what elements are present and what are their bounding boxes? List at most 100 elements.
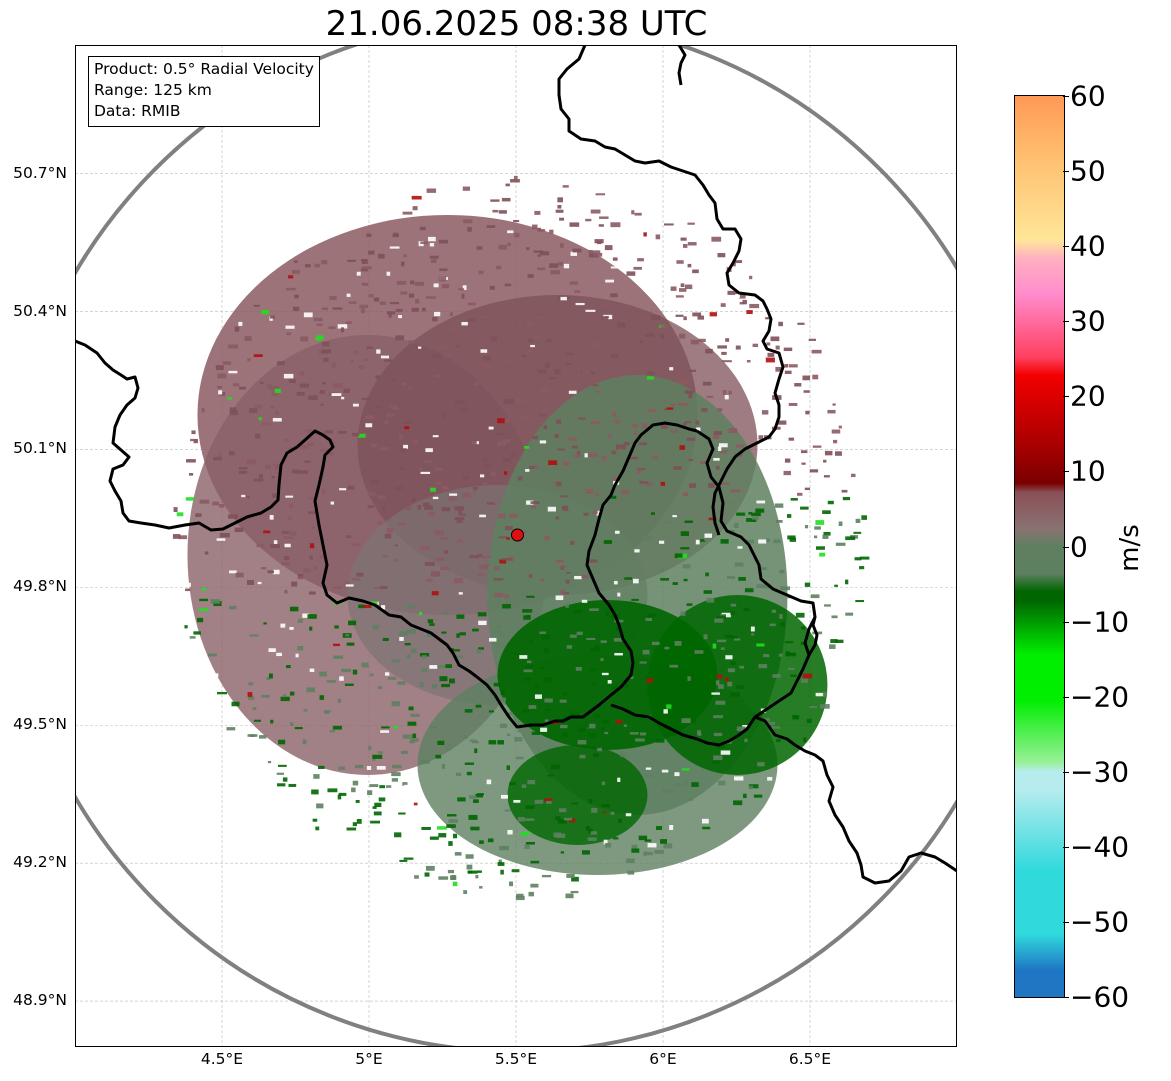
echo-gate — [193, 631, 201, 635]
echo-gate — [790, 674, 797, 677]
echo-gate — [717, 345, 727, 349]
echo-gate — [861, 515, 867, 520]
echo-gate — [315, 826, 320, 831]
echo-gate — [275, 410, 280, 415]
colorbar-tick-label: −30 — [1070, 755, 1130, 789]
echo-gate — [488, 740, 497, 745]
echo-gate — [792, 715, 800, 720]
echo-gate — [667, 296, 675, 300]
echo-gate — [660, 567, 665, 572]
echo-gate — [226, 727, 236, 731]
echo-gate — [859, 566, 865, 570]
echo-gate — [704, 533, 713, 538]
echo-gate — [683, 244, 692, 248]
echo-gate — [461, 322, 468, 326]
echo-gate — [346, 293, 351, 297]
echo-gate — [669, 367, 674, 371]
echo-gate — [780, 586, 790, 591]
echo-gate — [571, 445, 578, 449]
lon-tick-label: 5°E — [355, 1050, 383, 1068]
velocity-echo-field — [172, 175, 870, 901]
echo-gate — [544, 363, 551, 368]
echo-gate — [402, 734, 412, 739]
echo-gate — [612, 837, 619, 840]
echo-gate — [425, 296, 436, 299]
colorbar-tick-mark — [1063, 471, 1069, 473]
echo-gate — [597, 634, 601, 637]
echo-gate — [508, 712, 513, 716]
echo-gate — [434, 482, 443, 485]
echo-gate — [434, 530, 444, 536]
echo-gate — [595, 390, 602, 393]
echo-gate — [276, 772, 284, 775]
echo-gate — [615, 719, 623, 724]
echo-gate — [238, 321, 243, 326]
echo-gate — [352, 822, 358, 827]
echo-gate — [285, 325, 295, 329]
echo-gate — [703, 634, 708, 640]
echo-gate — [305, 429, 313, 433]
echo-gate — [385, 413, 394, 418]
echo-gate — [650, 674, 657, 679]
echo-gate — [624, 306, 632, 309]
echo-gate — [670, 286, 677, 291]
echo-gate — [480, 316, 489, 319]
echo-gate — [489, 285, 495, 290]
echo-gate — [526, 247, 530, 251]
echo-gate — [452, 833, 458, 839]
map-frame — [75, 45, 957, 1047]
echo-gate — [361, 662, 369, 668]
echo-gate — [502, 604, 511, 609]
echo-gate — [483, 180, 491, 184]
echo-gate — [372, 806, 377, 809]
echo-gate — [454, 400, 465, 405]
echo-gate — [322, 307, 329, 310]
echo-gate — [647, 843, 657, 848]
echo-gate — [408, 706, 414, 711]
echo-gate — [749, 785, 754, 790]
echo-gate — [459, 513, 466, 516]
echo-gate — [448, 497, 457, 501]
echo-gate — [261, 310, 269, 315]
echo-gate — [727, 263, 732, 268]
echo-gate — [328, 326, 336, 329]
echo-gate — [387, 676, 397, 680]
echo-gate — [477, 612, 487, 617]
echo-gate — [409, 280, 415, 285]
echo-gate — [604, 731, 609, 735]
radar-map-panel — [75, 45, 957, 1047]
echo-gate — [664, 223, 674, 226]
echo-gate — [561, 505, 569, 511]
echo-gate — [406, 654, 411, 659]
echo-gate — [267, 570, 275, 574]
echo-gate — [261, 422, 271, 426]
echo-gate — [377, 751, 383, 754]
echo-gate — [610, 811, 615, 815]
echo-gate — [383, 359, 394, 362]
echo-gate — [802, 673, 813, 679]
echo-gate — [467, 227, 472, 232]
echo-gate — [426, 188, 437, 193]
echo-gate — [520, 832, 530, 836]
echo-gate — [315, 337, 322, 341]
echo-gate — [540, 251, 550, 256]
colorbar-tick-mark — [1063, 171, 1069, 173]
echo-gate — [569, 281, 579, 285]
echo-gate — [523, 446, 530, 449]
echo-gate — [734, 562, 744, 567]
echo-gate — [569, 222, 580, 227]
echo-gate — [449, 678, 455, 684]
echo-gate — [525, 841, 535, 845]
echo-gate — [680, 547, 690, 550]
echo-gate — [283, 373, 294, 379]
echo-gate — [591, 682, 596, 686]
echo-gate — [526, 660, 532, 664]
echo-gate — [565, 603, 569, 608]
echo-gate — [394, 832, 402, 838]
echo-gate — [426, 632, 433, 637]
echo-gate — [406, 604, 415, 609]
echo-gate — [581, 850, 590, 855]
echo-gate — [369, 784, 379, 788]
echo-gate — [514, 233, 520, 238]
echo-gate — [306, 687, 316, 693]
